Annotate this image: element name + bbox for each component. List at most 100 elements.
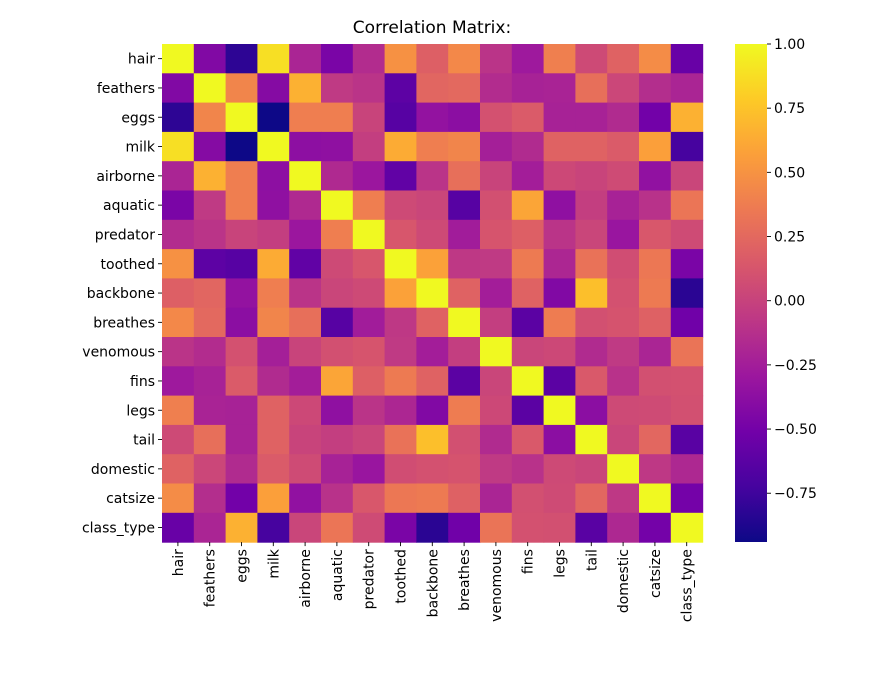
row-label: eggs — [121, 110, 155, 126]
heatmap-cell — [352, 395, 386, 426]
heatmap-cell — [416, 395, 449, 426]
heatmap-cell — [448, 512, 481, 543]
heatmap-cell — [321, 395, 354, 426]
heatmap-cell — [543, 190, 576, 221]
heatmap-cell — [193, 161, 227, 192]
heatmap-cell — [575, 131, 608, 162]
heatmap-cell — [639, 102, 672, 133]
column-label: breathes — [457, 549, 473, 611]
heatmap-cell — [289, 44, 322, 74]
heatmap-cell — [162, 102, 195, 133]
heatmap-cell — [416, 131, 449, 162]
heatmap-cell — [225, 366, 258, 397]
heatmap-cell — [416, 73, 449, 104]
row-labels: hair feathers eggs milk airborne aquatic preda… — [82, 52, 162, 536]
heatmap-cell — [384, 424, 417, 455]
heatmap-cell — [416, 454, 449, 485]
colorbar-tick-label: 0.75 — [774, 101, 805, 117]
heatmap-cell — [225, 483, 258, 514]
heatmap-cell — [289, 337, 322, 367]
heatmap-cell — [448, 483, 481, 514]
heatmap-cell — [480, 337, 513, 367]
heatmap-cell — [607, 190, 640, 221]
heatmap-cell — [511, 219, 545, 250]
heatmap-cell — [225, 278, 258, 309]
colorbar-tick-label: 0.25 — [774, 230, 805, 246]
colorbar-tick-label: 1.00 — [774, 37, 805, 53]
colorbar-tick-label: −0.25 — [774, 358, 817, 374]
heatmap-cell — [543, 161, 576, 192]
heatmap-cell — [575, 366, 608, 397]
heatmap-cell — [162, 278, 195, 309]
heatmap-cell — [511, 337, 545, 367]
heatmap-cell — [480, 424, 513, 455]
heatmap-cell — [257, 161, 290, 192]
heatmap-cell — [352, 161, 386, 192]
column-label: feathers — [203, 549, 219, 607]
heatmap-cell — [511, 424, 545, 455]
heatmap-cell — [321, 512, 354, 543]
heatmap-cell — [162, 249, 195, 279]
heatmap-cell — [289, 219, 322, 250]
heatmap-cell — [480, 131, 513, 162]
column-label: backbone — [425, 549, 441, 617]
heatmap-cell — [575, 483, 608, 514]
heatmap-cell — [575, 73, 608, 104]
heatmap-cell — [289, 483, 322, 514]
heatmap-cell — [321, 249, 354, 279]
heatmap-cell — [225, 395, 258, 426]
heatmap-cell — [257, 102, 290, 133]
heatmap-cell — [543, 44, 576, 74]
heatmap-cell — [352, 102, 386, 133]
heatmap-cell — [575, 424, 608, 455]
heatmap-cell — [511, 73, 545, 104]
heatmap-cell — [193, 307, 227, 338]
heatmap-cell — [162, 219, 195, 250]
heatmap-cell — [416, 337, 449, 367]
heatmap-cell — [480, 278, 513, 309]
heatmap-cell — [289, 395, 322, 426]
heatmap-cell — [225, 337, 258, 367]
row-label: domestic — [91, 462, 155, 478]
heatmap-cell — [384, 219, 417, 250]
heatmap-cell — [543, 395, 576, 426]
heatmap-cell — [607, 454, 640, 485]
heatmap-cell — [480, 190, 513, 221]
heatmap-cell — [511, 131, 545, 162]
heatmap-cell — [352, 249, 386, 279]
heatmap-cell — [607, 161, 640, 192]
heatmap-cell — [193, 44, 227, 74]
heatmap-cell — [289, 424, 322, 455]
heatmap-cell — [162, 366, 195, 397]
heatmap-cell — [543, 512, 576, 543]
heatmap-cell — [384, 395, 417, 426]
heatmap-cell — [416, 249, 449, 279]
heatmap-cell — [607, 337, 640, 367]
heatmap-cell — [257, 249, 290, 279]
heatmap-cell — [607, 307, 640, 338]
heatmap-cell — [639, 249, 672, 279]
heatmap-cell — [670, 249, 704, 279]
heatmap-cell — [193, 454, 227, 485]
heatmap-cell — [225, 102, 258, 133]
heatmap-cell — [193, 73, 227, 104]
heatmap-cell — [384, 366, 417, 397]
heatmap-cell — [193, 249, 227, 279]
heatmap-cell — [670, 366, 704, 397]
column-label: venomous — [489, 549, 505, 622]
heatmap-cell — [321, 454, 354, 485]
heatmap-cell — [511, 366, 545, 397]
heatmap-cell — [670, 483, 704, 514]
column-label: aquatic — [330, 549, 346, 601]
heatmap-cell — [162, 512, 195, 543]
heatmap-cell — [225, 161, 258, 192]
heatmap-cell — [511, 454, 545, 485]
heatmap-cell — [639, 337, 672, 367]
heatmap-cell — [670, 102, 704, 133]
heatmap-cell — [225, 73, 258, 104]
heatmap-cell — [575, 307, 608, 338]
heatmap-cell — [480, 249, 513, 279]
heatmap-cell — [639, 278, 672, 309]
heatmap-cell — [639, 219, 672, 250]
heatmap-cell — [575, 454, 608, 485]
